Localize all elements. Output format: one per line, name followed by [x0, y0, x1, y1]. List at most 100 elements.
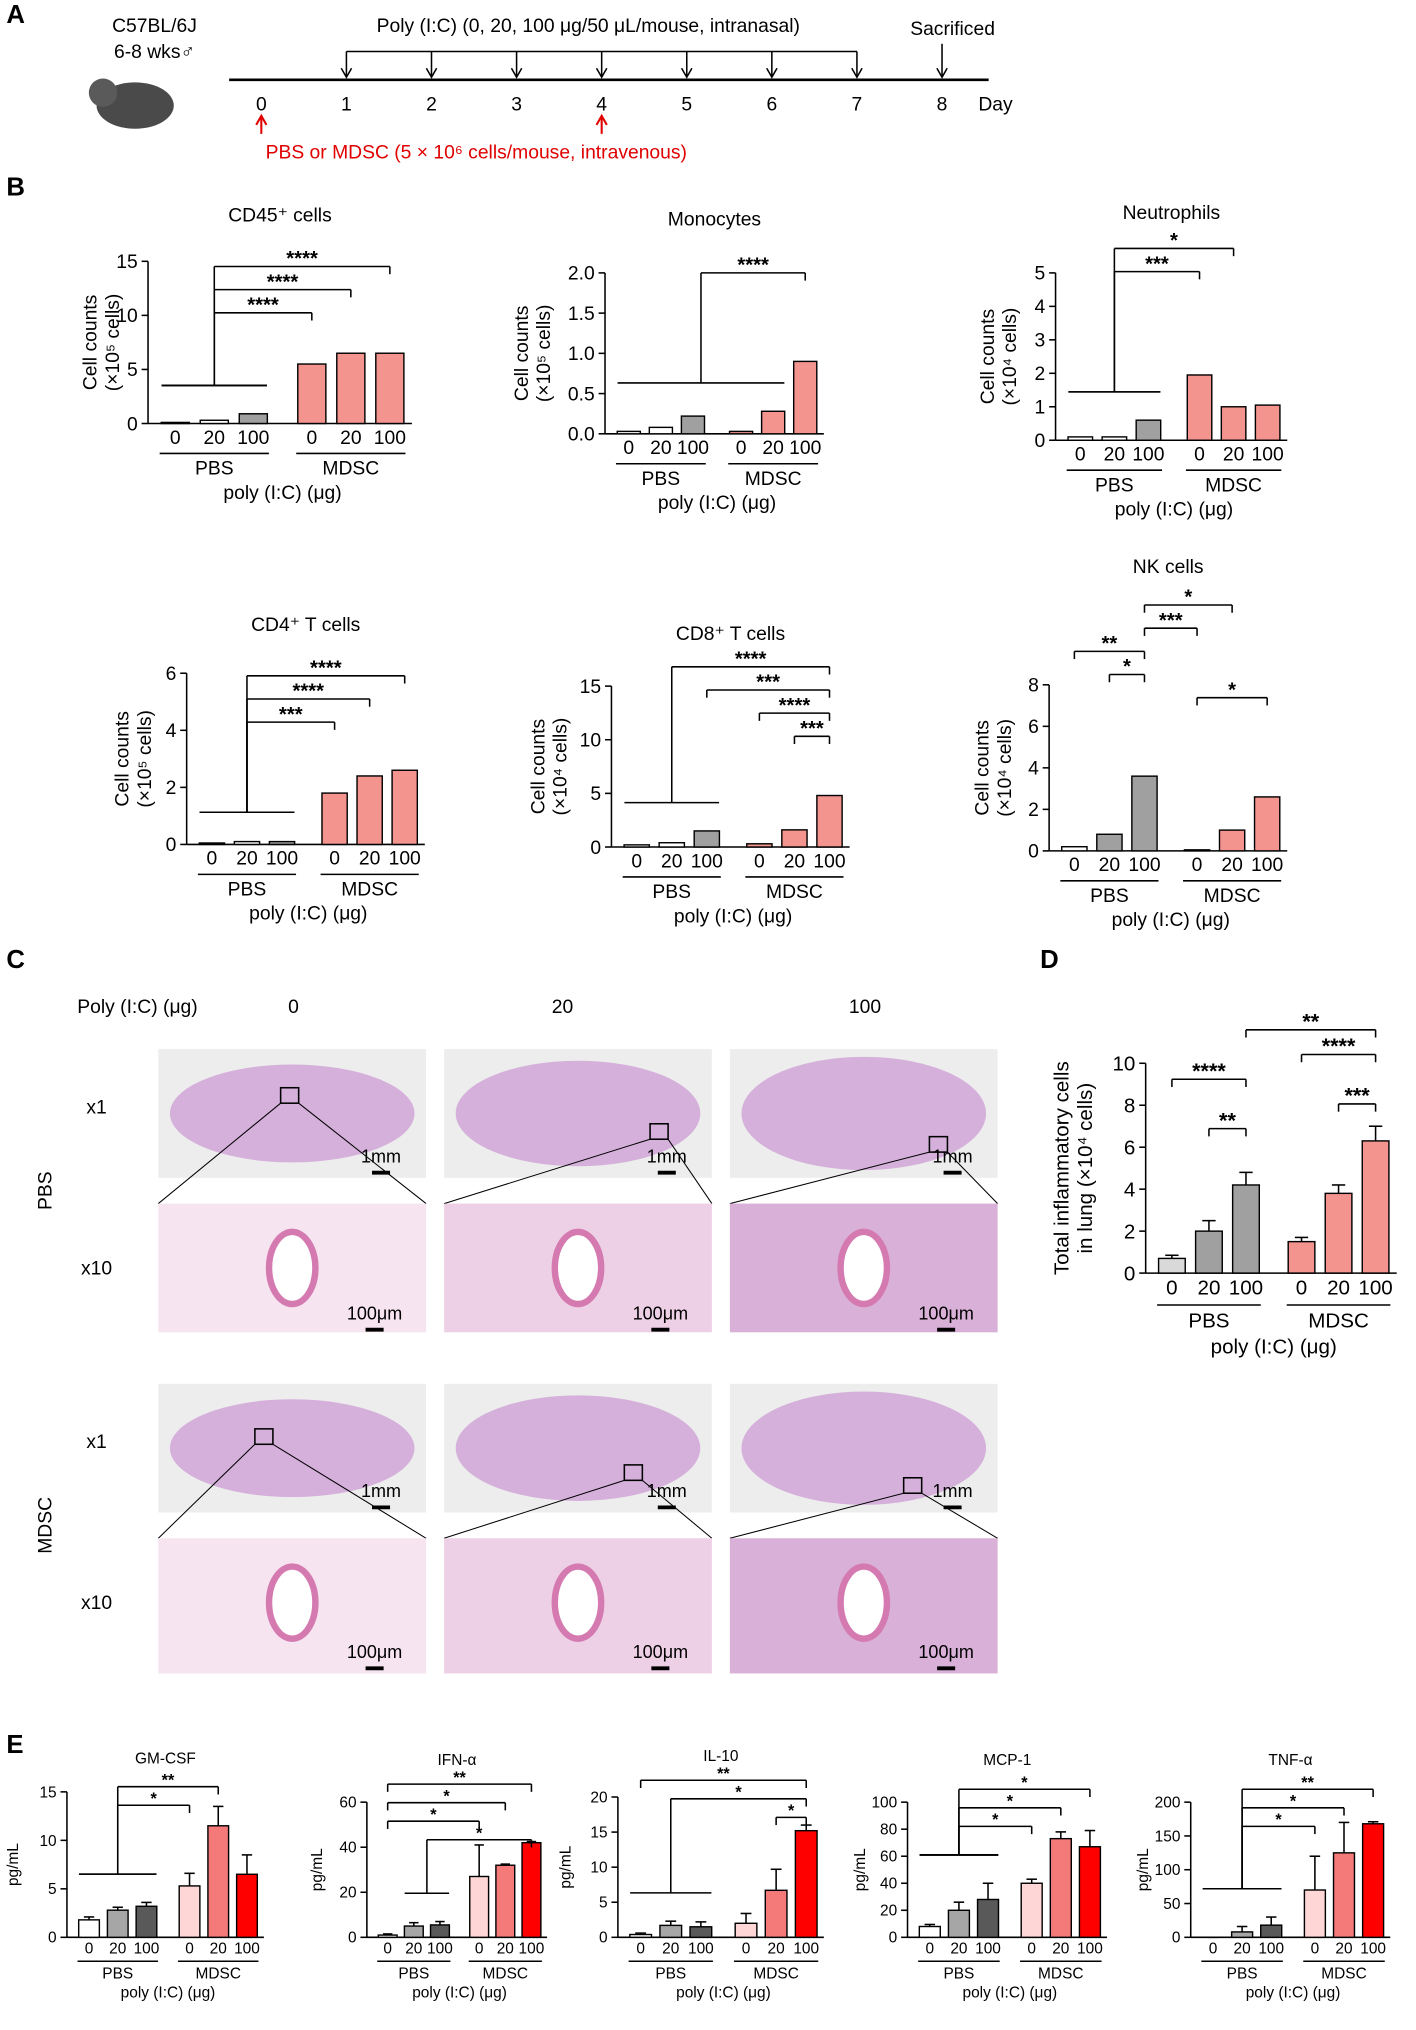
- panel-letter: E: [6, 1731, 23, 1759]
- bar: [1157, 1257, 1186, 1274]
- airway: [265, 1228, 319, 1308]
- bar: [616, 430, 642, 435]
- x-tick-label: 20: [661, 851, 682, 872]
- x-tick-label: 100: [234, 1941, 260, 1958]
- magnification: x1: [86, 1097, 106, 1118]
- day-label: 1: [341, 95, 352, 116]
- significance: **: [1302, 1009, 1319, 1034]
- x-tick-label: 0: [207, 849, 218, 870]
- x-axis-label: poly (I:C) (μg): [223, 483, 341, 504]
- bar: [178, 1885, 201, 1939]
- dose: 0: [288, 997, 299, 1018]
- chart-title: CD4⁺ T cells: [251, 615, 360, 636]
- x-tick-label: 0: [636, 1941, 645, 1958]
- y-tick-label: 0: [48, 1930, 57, 1947]
- scale-bar-label: 1mm: [933, 1481, 973, 1501]
- bar: [947, 1909, 971, 1939]
- y-axis-label: pg/mL: [1135, 1848, 1152, 1891]
- x-tick-label: 20: [359, 849, 380, 870]
- group-label: PBS: [102, 1965, 133, 1982]
- significance: *: [735, 1784, 742, 1802]
- y-axis-label: (×10⁵ cells): [534, 305, 555, 403]
- significance: **: [1102, 633, 1118, 655]
- y-axis-label: Cell counts: [973, 720, 994, 815]
- y-axis-label: Cell counts: [529, 719, 550, 814]
- group-label: MDSC: [483, 1965, 528, 1982]
- dose: 20: [552, 997, 573, 1018]
- bar: [816, 794, 843, 848]
- y-tick-label: 60: [880, 1849, 897, 1866]
- x-axis-label: poly (I:C) (μg): [121, 1985, 216, 2002]
- zoom-line: [298, 1102, 427, 1204]
- significance: **: [1301, 1774, 1314, 1792]
- y-tick-label: 0: [1124, 1262, 1135, 1285]
- group-label: MDSC: [745, 469, 802, 490]
- bar: [781, 829, 808, 848]
- x-tick-label: 0: [1296, 1277, 1307, 1300]
- x-tick-label: 20: [1327, 1277, 1350, 1300]
- x-tick-label: 0: [1027, 1941, 1036, 1958]
- x-axis-label: poly (I:C) (μg): [1115, 500, 1233, 521]
- bar: [728, 430, 754, 435]
- group-label: MDSC: [753, 1965, 798, 1982]
- bar: [375, 352, 405, 425]
- scale-bar-label: 1mm: [647, 1481, 687, 1501]
- group-label: MDSC: [1204, 886, 1261, 907]
- strain: C57BL/6J: [112, 16, 197, 37]
- bar: [918, 1925, 941, 1939]
- x-tick-label: 20: [204, 428, 225, 449]
- bar: [198, 842, 226, 846]
- zoom-line: [667, 1138, 713, 1204]
- scale-bar-label: 100μm: [347, 1303, 402, 1323]
- bar: [760, 410, 786, 435]
- bar: [235, 1873, 259, 1939]
- group-label: MDSC: [1321, 1965, 1366, 1982]
- chart-title: MCP-1: [983, 1752, 1031, 1769]
- significance: ***: [279, 704, 303, 726]
- x-tick-label: 0: [754, 851, 765, 872]
- magnification: x1: [86, 1432, 106, 1453]
- day-label: 0: [256, 95, 267, 116]
- lung-tissue: [169, 1064, 415, 1163]
- x-tick-label: 0: [185, 1941, 194, 1958]
- y-tick-label: 8: [1124, 1094, 1135, 1117]
- y-tick-label: 15: [116, 252, 137, 273]
- x-tick-label: 100: [1360, 1941, 1386, 1958]
- y-axis-label: in lung (×10⁴ cells): [1074, 1083, 1097, 1254]
- scale-bar-label: 1mm: [933, 1146, 973, 1166]
- x-tick-label: 20: [650, 438, 671, 459]
- zoom-box: [928, 1135, 949, 1153]
- bar: [792, 360, 818, 435]
- significance: *: [1184, 587, 1192, 609]
- y-axis-label: (×10⁵ cells): [135, 710, 156, 808]
- significance: ***: [1145, 253, 1169, 275]
- arrow-head: [936, 67, 948, 79]
- y-tick-label: 6: [1124, 1136, 1135, 1159]
- endpoint: Sacrificed: [910, 19, 995, 40]
- x-tick-label: 100: [1358, 1277, 1392, 1300]
- group-label: MDSC: [36, 1497, 57, 1554]
- bar: [794, 1829, 818, 1939]
- bar: [1253, 796, 1281, 852]
- x-tick-label: 100: [374, 428, 406, 449]
- significance: *: [1021, 1774, 1028, 1792]
- x-tick-label: 100: [519, 1941, 545, 1958]
- y-tick-label: 4: [166, 721, 177, 742]
- bar: [1078, 1846, 1102, 1939]
- y-tick-label: 20: [590, 1789, 607, 1806]
- significance: *: [150, 1790, 157, 1808]
- bar: [1218, 829, 1246, 852]
- x-tick-label: 20: [1197, 1277, 1220, 1300]
- bar: [391, 769, 419, 846]
- bar: [1324, 1192, 1353, 1274]
- y-tick-label: 0: [1035, 431, 1046, 452]
- x-tick-label: 20: [1221, 855, 1242, 876]
- x-tick-label: 20: [1052, 1941, 1069, 1958]
- group-label: PBS: [655, 1965, 686, 1982]
- x-tick-label: 20: [1099, 855, 1120, 876]
- age: 6-8 wks♂: [114, 42, 195, 63]
- chart-title: CD45⁺ cells: [228, 205, 332, 226]
- significance: ***: [800, 718, 824, 740]
